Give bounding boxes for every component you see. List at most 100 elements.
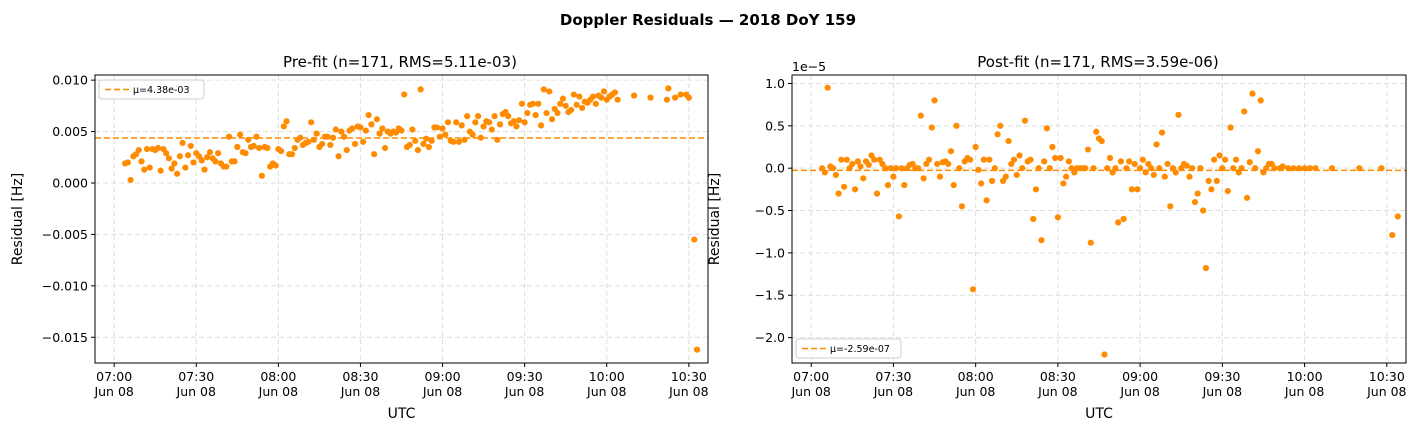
postfit-data-point	[843, 156, 850, 163]
postfit-data-point	[1101, 351, 1108, 358]
prefit-xtick-date: Jun 08	[176, 384, 216, 399]
prefit-data-point	[124, 159, 131, 166]
prefit-data-point	[554, 109, 561, 117]
prefit-data-point	[135, 146, 142, 154]
prefit-points	[122, 85, 701, 353]
prefit-title: Pre-fit (n=171, RMS=5.11e-03)	[283, 53, 517, 71]
postfit-data-point	[1227, 124, 1234, 131]
postfit-data-point	[1194, 190, 1201, 197]
postfit-data-point	[857, 163, 864, 170]
postfit-data-point	[1123, 165, 1130, 172]
postfit-xtick-date: Jun 08	[1037, 384, 1077, 399]
prefit-xtick-date: Jun 08	[668, 384, 708, 399]
prefit-data-point	[297, 134, 304, 141]
postfit-data-point	[1106, 154, 1114, 162]
postfit-xtick-label: 07:30	[875, 369, 911, 384]
prefit-xtick-date: Jun 08	[586, 384, 626, 399]
prefit-data-point	[477, 134, 484, 141]
postfit-data-point	[1104, 165, 1111, 172]
prefit-ylabel: Residual [Hz]	[10, 173, 26, 265]
postfit-data-point	[1032, 186, 1040, 193]
postfit-data-point	[972, 143, 979, 151]
postfit-data-point	[890, 173, 897, 180]
prefit-data-point	[505, 113, 512, 120]
postfit-axes-frame	[791, 74, 1407, 364]
postfit-data-point	[1216, 152, 1223, 159]
postfit-data-point	[1147, 165, 1155, 172]
prefit-data-point	[455, 138, 463, 145]
postfit-data-point	[1183, 162, 1190, 169]
postfit-data-point	[1120, 215, 1127, 223]
postfit-data-point	[1202, 265, 1210, 272]
postfit-data-point	[865, 161, 872, 168]
postfit-data-point	[988, 177, 996, 184]
prefit-xtick-date: Jun 08	[422, 384, 462, 399]
postfit-data-point	[1115, 219, 1122, 226]
prefit-xtick-label: 09:00	[425, 369, 461, 384]
postfit-data-point	[1252, 165, 1259, 172]
prefit-data-point	[546, 88, 553, 95]
prefit-data-point	[461, 136, 468, 143]
postfit-data-point	[1285, 165, 1292, 172]
prefit-data-point	[319, 140, 326, 148]
prefit-data-point	[231, 158, 238, 165]
prefit-data-point	[143, 145, 151, 153]
postfit-data-point	[887, 165, 894, 172]
prefit-xlabel: UTC	[388, 406, 416, 422]
prefit-xtick-date: Jun 08	[340, 384, 380, 399]
postfit-data-point	[1295, 165, 1303, 172]
postfit-ytick-label: 1.0	[765, 76, 785, 91]
prefit-data-point	[250, 142, 257, 150]
postfit-data-point	[1005, 137, 1012, 145]
prefit-data-point	[171, 160, 178, 167]
postfit-grid	[792, 75, 1406, 363]
prefit-data-point	[475, 113, 482, 120]
prefit-data-point	[154, 144, 162, 152]
prefit-data-point	[417, 86, 424, 93]
prefit-data-point	[176, 153, 183, 160]
postfit-data-point	[947, 148, 955, 155]
prefit-data-point	[469, 131, 476, 138]
postfit-data-point	[1224, 187, 1231, 195]
prefit-ytick-label: 0.000	[52, 176, 88, 191]
prefit-data-point	[357, 124, 364, 131]
postfit-data-point	[1257, 97, 1264, 104]
postfit-data-point	[1219, 165, 1226, 172]
prefit-data-point	[665, 85, 672, 92]
prefit-data-point	[365, 112, 372, 119]
postfit-data-point	[956, 165, 963, 172]
prefit-data-point	[444, 119, 452, 126]
prefit-data-point	[277, 148, 285, 155]
prefit-data-point	[173, 170, 181, 177]
prefit-xtick-label: 07:30	[178, 369, 214, 384]
postfit-data-point	[871, 156, 878, 163]
prefit-data-point	[458, 122, 465, 129]
prefit-ytick-label: 0.010	[52, 73, 88, 88]
postfit-data-point	[978, 180, 985, 187]
postfit-data-point	[1172, 169, 1179, 176]
postfit-data-point	[1241, 108, 1248, 115]
prefit-data-point	[598, 94, 605, 101]
postfit-xtick-date: Jun 08	[790, 384, 830, 399]
prefit-data-point	[198, 157, 205, 164]
prefit-data-point	[524, 109, 531, 117]
postfit-data-point	[1279, 163, 1286, 170]
postfit-scale-label: 1e−5	[792, 59, 826, 74]
postfit-data-point	[1049, 143, 1056, 151]
prefit-data-point	[562, 102, 569, 109]
prefit-data-point	[201, 166, 208, 173]
prefit-data-point	[513, 123, 520, 130]
prefit-data-point	[204, 154, 211, 161]
prefit-data-point	[693, 346, 701, 353]
prefit-data-point	[349, 125, 356, 132]
prefit-data-point	[280, 123, 287, 130]
prefit-data-point	[677, 91, 684, 98]
postfit-data-point	[1002, 173, 1009, 180]
prefit-data-point	[146, 164, 153, 171]
prefit-data-point	[570, 91, 578, 98]
postfit-data-point	[854, 158, 861, 165]
postfit-legend-box	[795, 338, 902, 359]
prefit-data-point	[291, 144, 298, 152]
postfit-data-point	[1153, 141, 1160, 148]
